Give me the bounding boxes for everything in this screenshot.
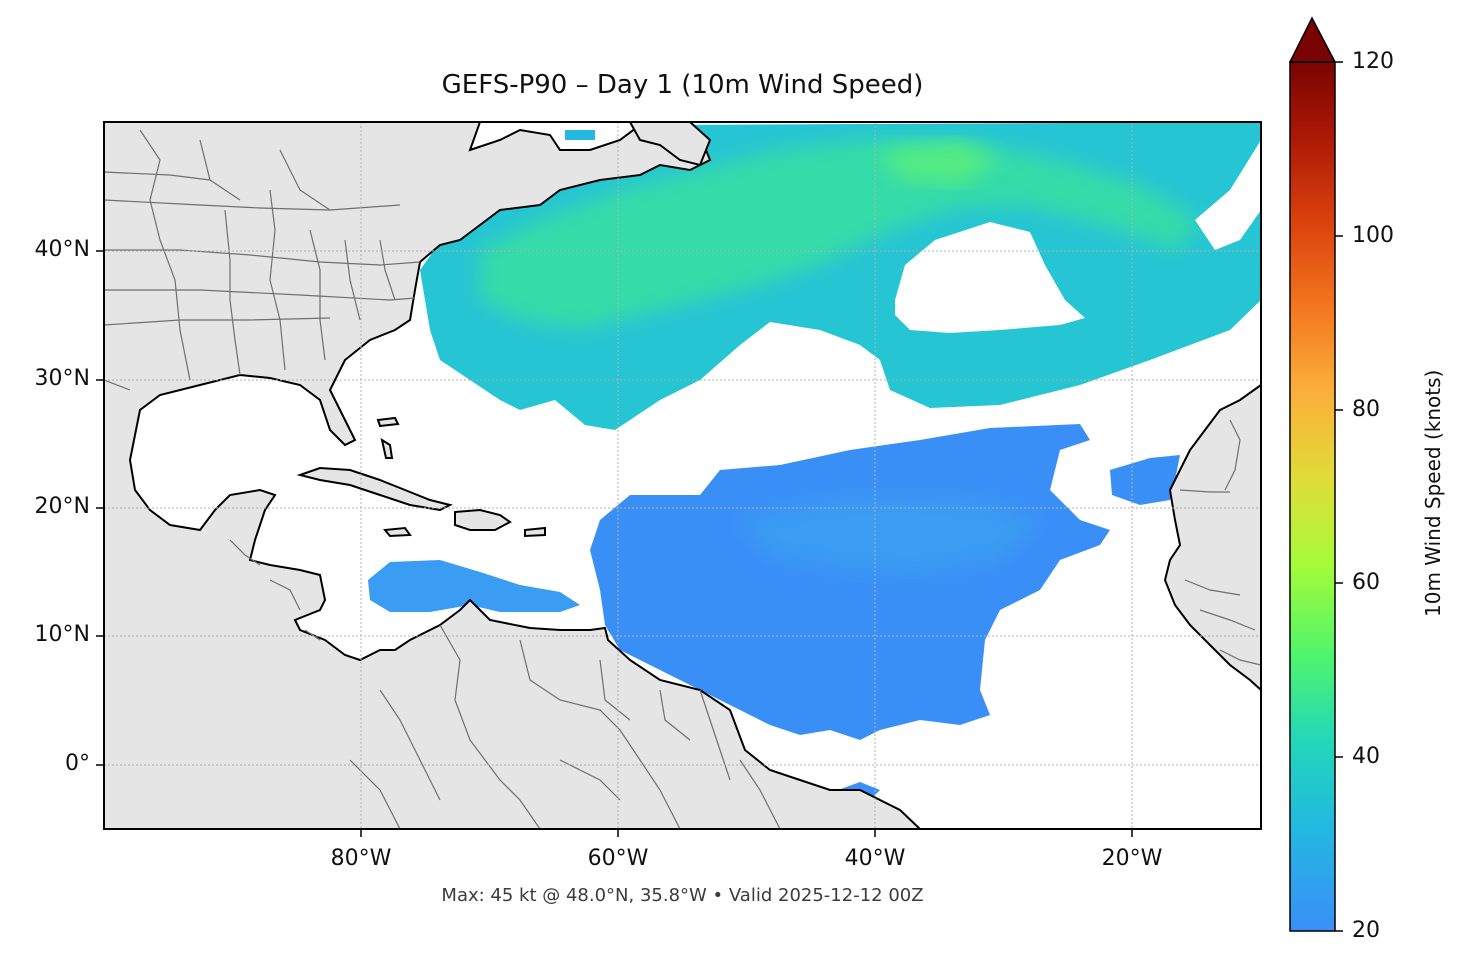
colorbar-frame [1289,61,1336,932]
lon-label-80w: 80°W [330,846,392,871]
tropical-wind-core [740,495,1040,575]
colorbar-label-100: 100 [1352,223,1394,248]
colorbar-label-40: 40 [1352,744,1380,769]
land-layer [104,122,1261,829]
gridlines [104,122,1261,829]
calm-region [895,222,1085,333]
admin-borders [104,129,1261,829]
wind-core-green [480,140,1200,330]
colorbar-title: 10m Wind Speed (knots) [1421,369,1445,617]
lat-label-20n: 20°N [34,494,90,519]
colorbar-label-120: 120 [1352,49,1394,74]
map-title: GEFS-P90 – Day 1 (10m Wind Speed) [441,70,924,100]
lat-label-0: 0° [65,751,90,776]
calm-region-ne [1195,140,1261,250]
lat-label-10n: 10°N [34,622,90,647]
colorbar-extend-arrow [1288,16,1337,63]
labrador-wind-patch [565,130,595,140]
lon-label-40w: 40°W [844,846,906,871]
map-frame [103,121,1262,830]
colorbar [1288,16,1343,932]
max-wind-footer: Max: 45 kt @ 48.0°N, 35.8°W • Valid 2025… [441,885,924,906]
colorbar-ticks [1335,61,1343,932]
colorbar-gradient [1290,62,1335,931]
canary-wind-area [1110,455,1180,505]
lon-label-20w: 20°W [1101,846,1163,871]
wind-field [128,122,1261,800]
caribbean-wind-area [368,560,580,612]
colorbar-label-80: 80 [1352,397,1380,422]
wind-max-area [880,140,1000,185]
axis-ticks [96,250,1133,837]
lat-label-30n: 30°N [34,366,90,391]
lat-label-40n: 40°N [34,237,90,262]
lon-label-60w: 60°W [587,846,649,871]
colorbar-label-60: 60 [1352,570,1380,595]
colorbar-label-20: 20 [1352,918,1380,943]
